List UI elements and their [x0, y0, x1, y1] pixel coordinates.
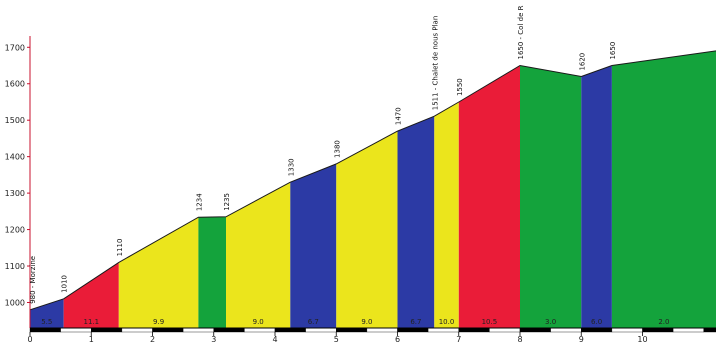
x-tick-label-8: 8: [517, 335, 522, 344]
distance-block-14: [427, 327, 459, 333]
gradient-label-10: 10.5: [482, 318, 498, 326]
distance-block-15: [458, 327, 490, 333]
y-tick-label-1400: 1400: [5, 153, 25, 162]
distance-block-12: [366, 327, 398, 333]
x-tick-label-5: 5: [334, 335, 339, 344]
distance-block-5: [152, 327, 184, 333]
x-tick-label-10: 10: [637, 335, 647, 344]
segment-area-7: [336, 131, 398, 328]
altitude-label-5: 1235: [223, 193, 231, 211]
altitude-label-11: 1650 - Col de R: [517, 5, 525, 59]
gradient-label-1: 5.5: [41, 318, 52, 326]
gradient-label-13: 2.0: [658, 318, 669, 326]
distance-block-20: [611, 327, 643, 333]
altitude-label-9: 1511 - Chalet de nous Plan: [431, 16, 439, 111]
segment-area-5: [226, 182, 291, 328]
gradient-label-5: 9.0: [253, 318, 264, 326]
y-tick-label-1700: 1700: [5, 43, 25, 52]
altitude-label-7: 1380: [333, 140, 341, 158]
segment-area-13: [611, 50, 716, 329]
segment-area-3: [118, 217, 199, 328]
gradient-labels: 5.5 11.1 9.9 9.0 6.7 9.0 6.7 10.0 10.5 3.0 6.0 2.0: [41, 318, 669, 326]
distance-block-8: [244, 327, 276, 333]
segment-area-9: [434, 102, 459, 328]
gradient-label-3: 9.9: [153, 318, 164, 326]
y-tick-label-1200: 1200: [5, 226, 25, 235]
distance-bar: [29, 327, 716, 333]
y-tick-label-1500: 1500: [5, 116, 25, 125]
x-tick-label-2: 2: [150, 335, 155, 344]
distance-block-7: [213, 327, 245, 333]
distance-block-3: [91, 327, 123, 333]
altitude-label-13: 1650: [609, 42, 617, 60]
distance-block-1: [29, 327, 61, 333]
gradient-label-6: 6.7: [308, 318, 319, 326]
y-axis: 1000 1100 1200 1300 1400 1500 1600 1700: [5, 36, 31, 328]
x-tick-label-1: 1: [89, 335, 94, 344]
segment-area-6: [290, 163, 337, 328]
altitude-label-8: 1470: [395, 107, 403, 125]
distance-block-21: [642, 327, 674, 333]
distance-block-19: [581, 327, 613, 333]
gradient-segments: [30, 50, 716, 329]
distance-block-18: [550, 327, 582, 333]
distance-block-16: [489, 327, 521, 333]
x-tick-label-7: 7: [456, 335, 461, 344]
distance-block-4: [121, 327, 153, 333]
x-tick-label-9: 9: [579, 335, 584, 344]
altitude-label-12: 1620: [578, 53, 586, 71]
y-tick-label-1000: 1000: [5, 298, 25, 307]
altitude-label-1: 980 - Morzine: [29, 256, 37, 304]
segment-area-2: [63, 262, 119, 328]
gradient-label-12: 6.0: [591, 318, 602, 326]
distance-block-23: [703, 327, 716, 333]
y-tick-label-1300: 1300: [5, 189, 25, 198]
x-axis: 0 1 2 3 4 5 6 7 8 9 10: [27, 332, 648, 344]
altitude-label-4: 1234: [195, 193, 203, 211]
gradient-label-9: 10.0: [439, 318, 455, 326]
gradient-label-2: 11.1: [84, 318, 100, 326]
distance-block-9: [274, 327, 306, 333]
distance-block-13: [397, 327, 429, 333]
x-tick-label-4: 4: [272, 335, 277, 344]
segment-area-8: [397, 116, 435, 328]
profile-line: [29, 50, 716, 311]
segment-area-10: [458, 65, 520, 328]
distance-block-2: [60, 327, 92, 333]
segment-area-1: [30, 298, 64, 328]
distance-block-22: [672, 327, 704, 333]
distance-block-10: [305, 327, 337, 333]
x-tick-label-0: 0: [27, 335, 32, 344]
segment-area-4: [198, 216, 226, 328]
distance-block-11: [336, 327, 368, 333]
gradient-label-7: 9.0: [361, 318, 372, 326]
y-tick-label-1100: 1100: [5, 262, 25, 271]
segment-area-12: [581, 65, 612, 328]
distance-block-17: [519, 327, 551, 333]
distance-block-6: [182, 327, 214, 333]
altitude-label-6: 1330: [287, 158, 295, 176]
altitude-label-3: 1110: [116, 239, 124, 257]
segment-area-11: [520, 65, 582, 328]
x-tick-label-6: 6: [395, 335, 400, 344]
altitude-label-10: 1550: [456, 78, 464, 96]
x-tick-label-3: 3: [211, 335, 216, 344]
gradient-label-8: 6.7: [410, 318, 421, 326]
profile-outline: [29, 50, 716, 311]
altitude-labels: 980 - Morzine 1010 1110 1234 1235 1330 1380 147…: [29, 5, 617, 303]
gradient-label-11: 3.0: [545, 318, 556, 326]
y-tick-label-1600: 1600: [5, 80, 25, 89]
altitude-label-2: 1010: [61, 275, 69, 293]
